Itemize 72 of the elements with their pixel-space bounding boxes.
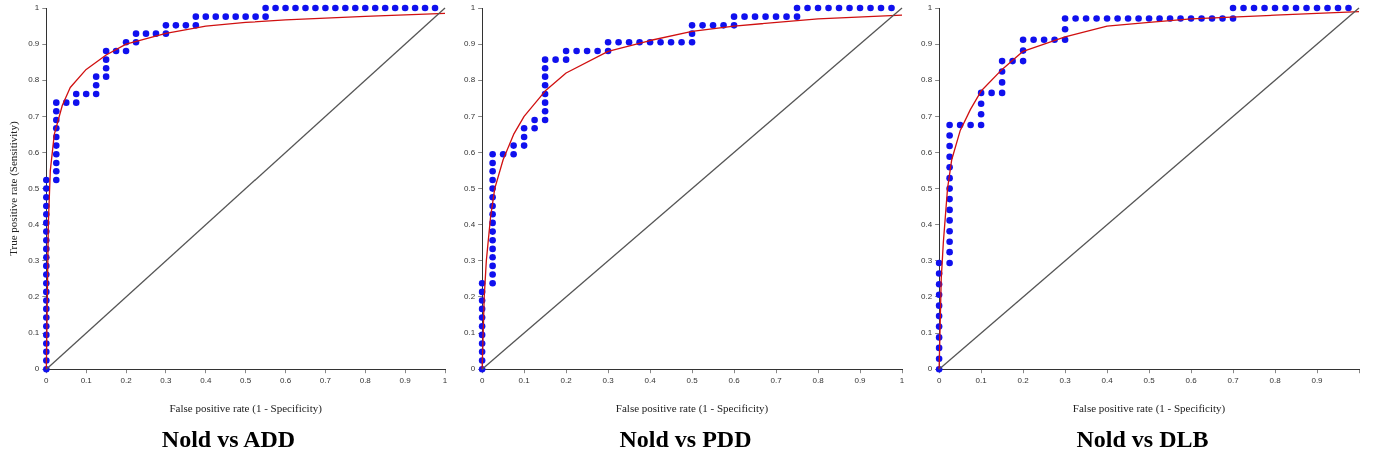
x-tick-label: 0.6: [1185, 376, 1198, 386]
y-tick-label: 0.2: [464, 292, 476, 302]
x-tick-label: 0.9: [854, 376, 867, 386]
y-tick-label: 0.4: [464, 219, 476, 229]
x-tick-label: 0.6: [728, 376, 741, 386]
x-tick-label: 0.2: [120, 376, 133, 386]
y-tick-label: 0.4: [921, 219, 933, 229]
x-tick-label: 0: [479, 376, 485, 386]
y-tick-label: 0.4: [28, 219, 40, 229]
x-tick-label: 0.5: [1143, 376, 1156, 386]
text: Nold vs PDD: [618, 426, 753, 453]
y-tick-label: 0.8: [921, 75, 933, 85]
y-tick-label: 1: [34, 3, 40, 13]
x-tick-label: 0.3: [1059, 376, 1072, 386]
y-tick-label: 0: [927, 364, 933, 374]
x-tick-label: 0.6: [279, 376, 292, 386]
x-tick-label: 0.7: [1227, 376, 1240, 386]
y-tick-label: 0.9: [464, 39, 476, 49]
y-tick-label: 0.3: [464, 256, 476, 266]
x-tick-label: 0.2: [1017, 376, 1030, 386]
x-tick-label: 0.5: [240, 376, 252, 386]
x-axis-title: False positive rate (1 - Specificity): [615, 402, 769, 416]
y-tick-label: 0: [470, 364, 476, 374]
y-tick-label: 0.5: [921, 183, 933, 193]
y-tick-label: 0.1: [28, 328, 40, 338]
x-tick-label: 0.3: [602, 376, 615, 386]
y-tick-label: 0.8: [28, 75, 40, 85]
x-tick-label: 0.1: [975, 376, 988, 386]
x-tick-label: 0.5: [686, 376, 699, 386]
y-tick-label: 0: [34, 364, 40, 374]
y-tick-label: 0.2: [921, 292, 933, 302]
y-tick-label: 0.7: [464, 111, 476, 121]
y-tick-label: 0.9: [28, 39, 40, 49]
y-tick-label: 0.6: [921, 147, 933, 157]
y-tick-label: 0.8: [464, 75, 476, 85]
y-tick-label: 0.3: [921, 256, 933, 266]
x-tick-label: 0.9: [399, 376, 412, 386]
y-tick-label: 0.5: [28, 183, 40, 193]
y-tick-label: 0.1: [464, 328, 476, 338]
y-tick-label: 0.7: [28, 111, 40, 121]
y-tick-label: 0.7: [921, 111, 933, 121]
x-tick-label: 0.1: [80, 376, 93, 386]
x-tick-label: 0.1: [518, 376, 531, 386]
x-tick-label: 1: [899, 376, 905, 386]
y-axis-title: True positive rate (Sensitivity): [7, 121, 21, 256]
x-tick-label: 0.8: [812, 376, 825, 386]
y-tick-label: 0.5: [464, 183, 476, 193]
x-axis-title: False positive rate (1 - Specificity): [1072, 402, 1226, 416]
x-tick-label: 0: [936, 376, 942, 386]
text: Nold vs ADD: [160, 426, 297, 453]
x-axis-title: False positive rate (1 - Specificity): [169, 402, 323, 416]
text: Nold vs DLB: [1075, 426, 1210, 453]
y-tick-label: 1: [470, 3, 476, 13]
x-tick-label: 0.4: [200, 376, 212, 386]
y-tick-label: 0.6: [28, 147, 40, 157]
x-tick-label: 0.2: [560, 376, 573, 386]
x-tick-label: 0.8: [1269, 376, 1282, 386]
x-tick-label: 0.7: [319, 376, 332, 386]
y-tick-label: 0.6: [464, 147, 476, 157]
y-tick-label: 1: [927, 3, 933, 13]
y-tick-label: 0.2: [28, 292, 40, 302]
y-tick-label: 0.3: [28, 256, 40, 266]
y-tick-label: 0.1: [921, 328, 933, 338]
x-tick-label: 0.4: [1101, 376, 1114, 386]
x-tick-label: 0.7: [770, 376, 783, 386]
x-tick-label: 0.4: [644, 376, 657, 386]
x-tick-label: 0.3: [160, 376, 173, 386]
y-tick-label: 0.9: [921, 39, 933, 49]
x-tick-label: 0.8: [359, 376, 372, 386]
x-tick-label: 1: [442, 376, 448, 386]
x-tick-label: 0: [44, 376, 50, 386]
x-tick-label: 0.9: [1311, 376, 1324, 386]
